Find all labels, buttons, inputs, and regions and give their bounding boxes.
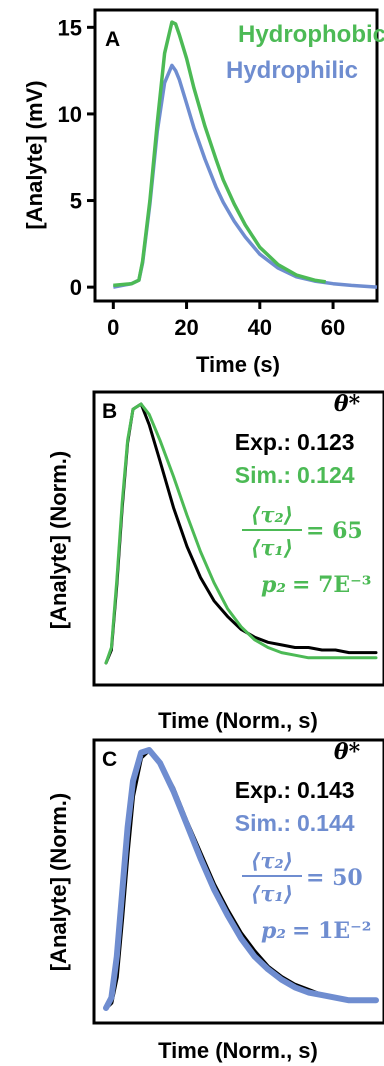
panel-c-tau-den: ⟨τ₁⟩ xyxy=(251,881,294,906)
panel-c-ylabel: [Analyte] (Norm.) xyxy=(46,793,71,971)
panel-c: C θ* Exp.: 0.143 Sim.: 0.144 ⟨τ₂⟩ ⟨τ₁⟩ =… xyxy=(46,738,384,1063)
panel-c-theta: θ* xyxy=(334,739,361,765)
panel-a-series xyxy=(112,20,378,289)
panel-c-exp-value: 0.143 xyxy=(297,777,355,803)
panel-b-tau-den: ⟨τ₁⟩ xyxy=(251,535,294,560)
panel-b-ylabel: [Analyte] (Norm.) xyxy=(46,451,71,629)
panel-a-letter: A xyxy=(105,28,120,51)
panel-b: B θ* Exp.: 0.123 Sim.: 0.124 ⟨τ₂⟩ ⟨τ₁⟩ =… xyxy=(46,390,384,733)
x-tick-label: 0 xyxy=(107,315,119,340)
panel-b-sim-value: 0.124 xyxy=(297,462,355,488)
panel-b-frame xyxy=(92,390,384,687)
panel-c-exp-label: Exp.: xyxy=(235,777,291,803)
panel-b-tau-num: ⟨τ₂⟩ xyxy=(251,502,294,527)
panel-c-tau-value: = 50 xyxy=(306,865,363,891)
panel-c-series xyxy=(103,747,379,1011)
panel-c-letter: C xyxy=(102,748,117,771)
panel-b-p2-label: p₂ xyxy=(261,572,286,598)
panel-c-frame xyxy=(92,738,384,1025)
series-line-sim xyxy=(104,402,378,665)
y-tick-label: 15 xyxy=(58,15,82,40)
panel-b-p2-value: = 7E⁻³ xyxy=(292,572,371,598)
series-line-hydrophobic xyxy=(113,20,326,288)
panel-c-sim-value: 0.144 xyxy=(297,810,355,836)
legend-hydrophilic: Hydrophilic xyxy=(226,57,358,84)
panel-c-tau-num: ⟨τ₂⟩ xyxy=(251,848,294,873)
panel-c-xlabel: Time (Norm., s) xyxy=(158,1038,318,1063)
panel-b-tau-value: = 65 xyxy=(306,518,363,544)
panel-b-sim-label: Sim.: xyxy=(235,462,291,488)
panel-c-p2-value: = 1E⁻² xyxy=(292,918,371,944)
panel-a-ticks: 0 5 10 15 0 20 40 60 xyxy=(58,15,346,340)
panel-b-series xyxy=(104,402,378,665)
y-tick-label: 0 xyxy=(70,275,82,300)
x-tick-label: 40 xyxy=(248,315,272,340)
series-line-sim xyxy=(103,747,379,1011)
panel-c-p2-label: p₂ xyxy=(261,918,286,944)
panel-a-ylabel: [Analyte] (mV) xyxy=(22,80,47,229)
panel-a-frame xyxy=(93,8,379,303)
panel-b-exp-value: 0.123 xyxy=(297,429,355,455)
panel-b-letter: B xyxy=(102,400,117,423)
panel-c-sim-label: Sim.: xyxy=(235,810,291,836)
panel-a-xlabel: Time (s) xyxy=(196,352,280,377)
y-tick-label: 5 xyxy=(70,189,82,214)
y-tick-label: 10 xyxy=(58,102,82,127)
panel-b-xlabel: Time (Norm., s) xyxy=(158,708,318,733)
panel-b-exp-label: Exp.: xyxy=(235,429,291,455)
panel-b-theta: θ* xyxy=(334,391,361,417)
x-tick-label: 60 xyxy=(321,315,345,340)
x-tick-label: 20 xyxy=(174,315,198,340)
legend-hydrophobic: Hydrophobic xyxy=(238,21,384,48)
